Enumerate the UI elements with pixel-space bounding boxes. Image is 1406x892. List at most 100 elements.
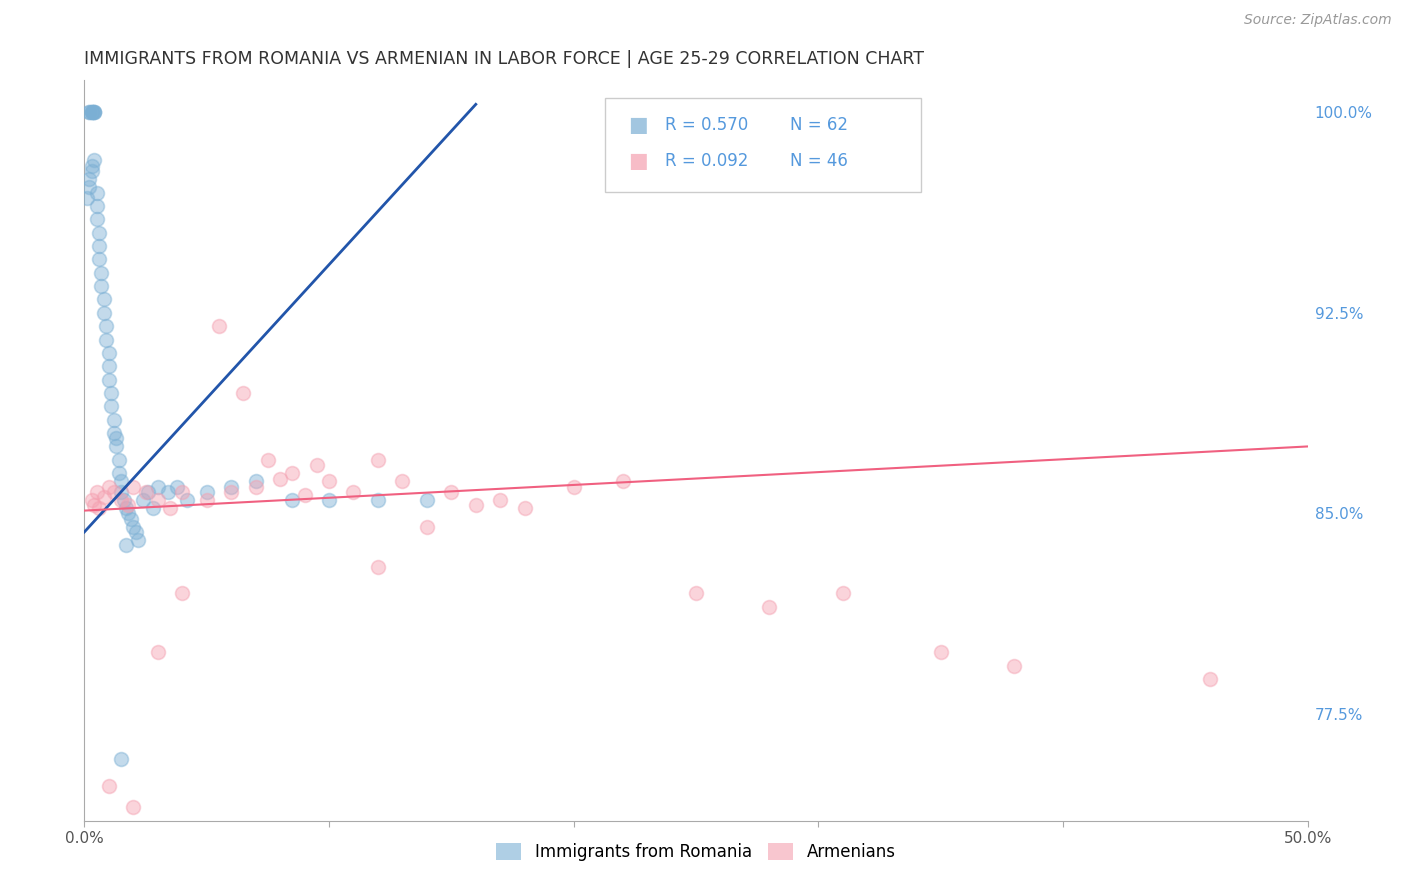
Point: [219, 479, 242, 493]
Point: [105, 432, 128, 446]
Point: [77, 105, 100, 120]
Point: [318, 492, 340, 507]
Point: [281, 466, 304, 480]
Point: [929, 645, 952, 659]
Point: [100, 386, 122, 401]
Legend: Immigrants from Romania, Armenians: Immigrants from Romania, Armenians: [489, 837, 903, 868]
Point: [135, 484, 157, 499]
Point: [96, 319, 118, 334]
Point: [125, 524, 148, 539]
Point: [86, 212, 108, 227]
Point: [195, 492, 218, 507]
Point: [831, 586, 853, 600]
Point: [97, 779, 120, 793]
Point: [159, 500, 181, 515]
Text: Source: ZipAtlas.com: Source: ZipAtlas.com: [1244, 13, 1392, 28]
Point: [80, 105, 103, 120]
Point: [103, 413, 125, 427]
Point: [367, 559, 389, 574]
Point: [100, 400, 122, 414]
Point: [115, 538, 138, 552]
Point: [208, 319, 231, 334]
Point: [562, 479, 585, 493]
Point: [87, 252, 110, 267]
Point: [97, 373, 120, 387]
Point: [1002, 658, 1025, 673]
Point: [172, 586, 194, 600]
Text: N = 62: N = 62: [790, 116, 848, 134]
Point: [219, 484, 242, 499]
Point: [117, 498, 139, 512]
Point: [80, 105, 103, 120]
Point: [83, 153, 105, 168]
Point: [142, 500, 165, 515]
Point: [87, 226, 110, 240]
Text: R = 0.570: R = 0.570: [665, 116, 748, 134]
Point: [77, 172, 100, 186]
Point: [464, 498, 486, 512]
Point: [127, 533, 149, 547]
Point: [105, 440, 128, 454]
Point: [97, 359, 120, 374]
Point: [80, 492, 103, 507]
Point: [195, 484, 218, 499]
Text: IMMIGRANTS FROM ROMANIA VS ARMENIAN IN LABOR FORCE | AGE 25-29 CORRELATION CHART: IMMIGRANTS FROM ROMANIA VS ARMENIAN IN L…: [84, 50, 924, 68]
Point: [281, 492, 304, 507]
Point: [416, 519, 439, 533]
Point: [103, 484, 125, 499]
Point: [166, 479, 188, 493]
Point: [103, 426, 125, 441]
Point: [107, 466, 129, 480]
Point: [93, 306, 115, 320]
Point: [146, 645, 169, 659]
Point: [305, 458, 328, 472]
Point: [97, 479, 120, 493]
Point: [110, 492, 132, 507]
Point: [318, 474, 340, 488]
Point: [80, 105, 103, 120]
Text: ■: ■: [628, 115, 648, 135]
Point: [83, 498, 105, 512]
Point: [245, 474, 267, 488]
Point: [96, 333, 118, 347]
Point: [117, 506, 139, 520]
Point: [294, 487, 316, 501]
Point: [146, 479, 169, 493]
Point: [86, 199, 108, 213]
Text: R = 0.092: R = 0.092: [665, 152, 748, 169]
Point: [391, 474, 413, 488]
Point: [93, 293, 115, 307]
Point: [269, 471, 291, 485]
Point: [83, 105, 105, 120]
Point: [257, 452, 280, 467]
Point: [77, 180, 100, 194]
Point: [367, 452, 389, 467]
Point: [110, 474, 132, 488]
Point: [120, 511, 142, 525]
Point: [83, 105, 105, 120]
Point: [115, 500, 138, 515]
Text: ■: ■: [628, 151, 648, 170]
Point: [90, 266, 112, 280]
Point: [416, 492, 439, 507]
Point: [122, 479, 145, 493]
Point: [80, 159, 103, 173]
Point: [612, 474, 634, 488]
Point: [80, 164, 103, 178]
Point: [112, 492, 135, 507]
Point: [97, 346, 120, 360]
Point: [122, 519, 145, 533]
Point: [107, 452, 129, 467]
Point: [156, 484, 179, 499]
Point: [176, 492, 198, 507]
Point: [342, 484, 364, 499]
Point: [685, 586, 707, 600]
Point: [367, 492, 389, 507]
Point: [758, 599, 780, 614]
Point: [110, 752, 132, 766]
Point: [489, 492, 512, 507]
Point: [245, 479, 267, 493]
Point: [83, 105, 105, 120]
Point: [87, 500, 110, 515]
Point: [110, 484, 132, 499]
